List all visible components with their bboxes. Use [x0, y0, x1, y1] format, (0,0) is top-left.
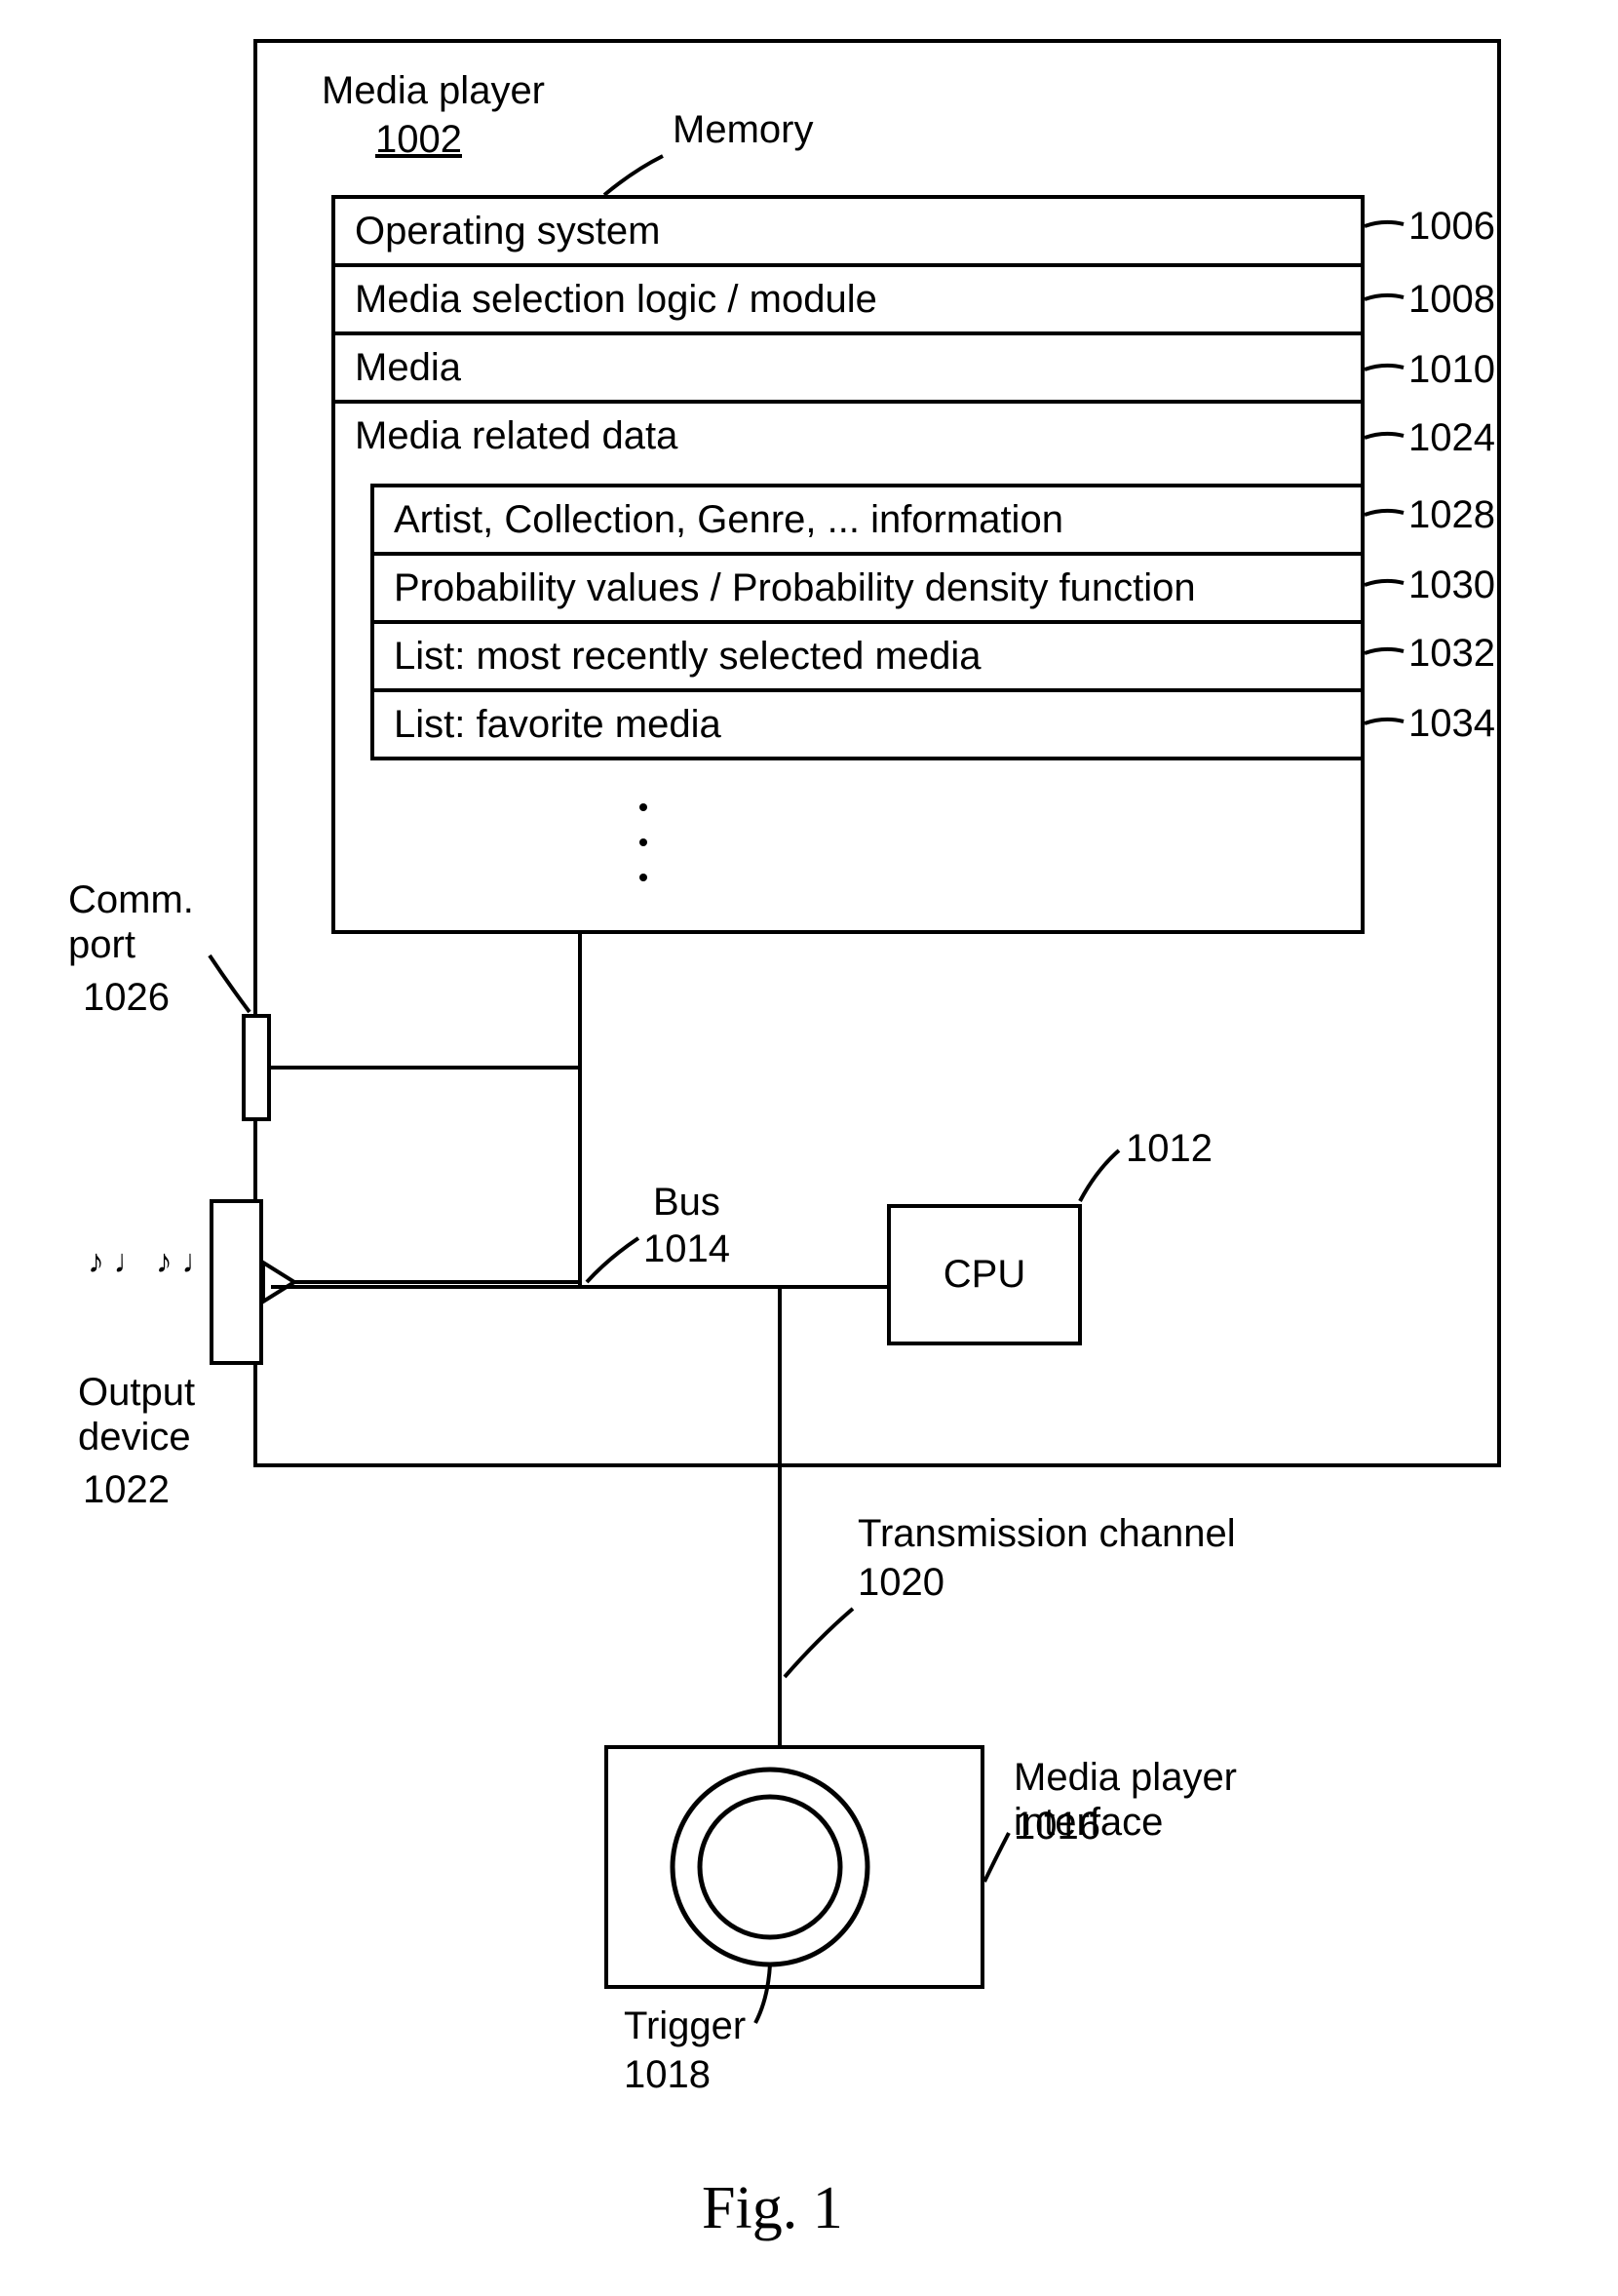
memory-row-os-label: Operating system [355, 210, 660, 253]
ref-1032: 1032 [1408, 632, 1495, 676]
cpu-ref: 1012 [1126, 1126, 1213, 1171]
trigger-title: Trigger [624, 2004, 746, 2048]
media-player-title: Media player [322, 68, 545, 113]
memory-row-os: Operating system [331, 195, 1365, 267]
memory-row-related: Media related data [331, 400, 1365, 472]
memory-subrow-favorite-label: List: favorite media [394, 703, 721, 747]
memory-subrow-artist: Artist, Collection, Genre, ... informati… [370, 484, 1365, 556]
media-player-ref: 1002 [375, 117, 462, 162]
transmission-title: Transmission channel [858, 1511, 1236, 1556]
cpu-title: CPU [944, 1253, 1025, 1297]
cpu-box: CPU [887, 1204, 1082, 1345]
memory-subrow-prob-label: Probability values / Probability density… [394, 566, 1196, 610]
ref-1030: 1030 [1408, 564, 1495, 607]
memory-subrow-prob: Probability values / Probability density… [370, 552, 1365, 624]
output-device-ref: 1022 [83, 1467, 170, 1512]
comm-port-box [242, 1014, 271, 1121]
ref-1034: 1034 [1408, 702, 1495, 746]
ref-1028: 1028 [1408, 493, 1495, 537]
mpi-ref: 1016 [1014, 1804, 1100, 1848]
comm-port-title: Comm. port [68, 877, 194, 967]
bus-title: Bus [653, 1180, 720, 1225]
figure-stage: Media player 1002 Memory Operating syste… [0, 0, 1618, 2296]
memory-subrow-favorite: List: favorite media [370, 688, 1365, 760]
music-notes-icon: ♪ ♩ ♪ ♩ [88, 1243, 214, 1281]
memory-subrow-recent-label: List: most recently selected media [394, 635, 981, 679]
memory-subrow-recent: List: most recently selected media [370, 620, 1365, 692]
memory-row-related-label: Media related data [355, 414, 677, 458]
ref-1008: 1008 [1408, 278, 1495, 322]
memory-subrow-artist-label: Artist, Collection, Genre, ... informati… [394, 498, 1063, 542]
transmission-ref: 1020 [858, 1560, 944, 1605]
trigger-ref: 1018 [624, 2052, 711, 2097]
memory-title: Memory [673, 107, 813, 152]
memory-row-logic: Media selection logic / module [331, 263, 1365, 335]
media-player-interface-box [604, 1745, 984, 1989]
output-device-box [210, 1199, 263, 1365]
memory-row-media: Media [331, 331, 1365, 404]
figure-caption: Fig. 1 [702, 2174, 843, 2243]
memory-row-media-label: Media [355, 346, 461, 390]
ref-1010: 1010 [1408, 348, 1495, 392]
output-device-title: Output device [78, 1370, 195, 1459]
ref-1006: 1006 [1408, 205, 1495, 249]
comm-port-ref: 1026 [83, 975, 170, 1020]
ref-1024: 1024 [1408, 416, 1495, 460]
bus-ref: 1014 [643, 1226, 730, 1271]
memory-row-logic-label: Media selection logic / module [355, 278, 877, 322]
